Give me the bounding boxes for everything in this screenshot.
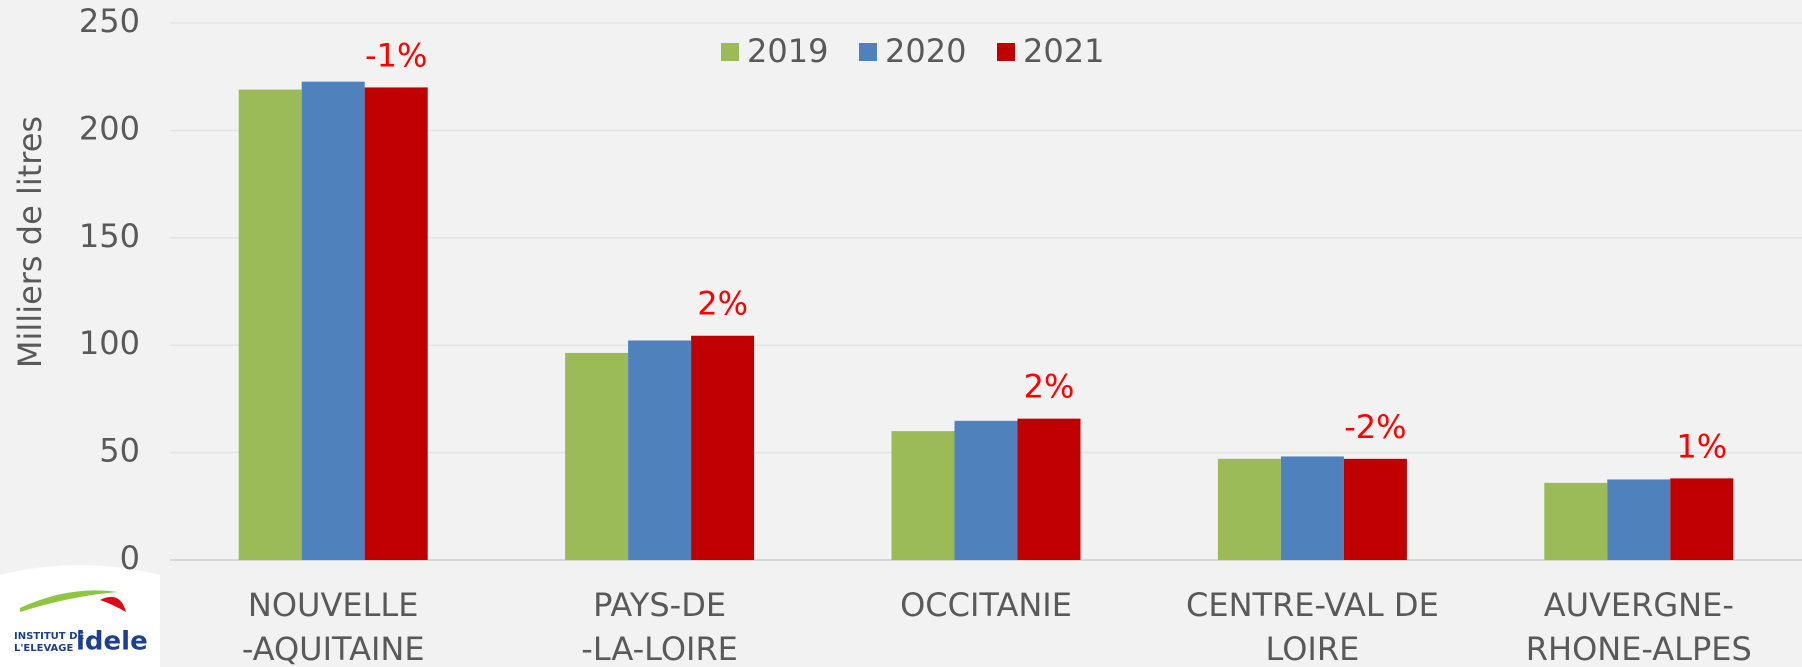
logo-text: L'ELEVAGE [14, 643, 73, 654]
x-tick-label: -LA-LOIRE [581, 630, 738, 667]
logo-bg [0, 565, 160, 667]
logo: INSTITUT DE L'ELEVAGE idele [0, 565, 160, 667]
bar [1343, 458, 1407, 560]
y-tick-label: 50 [99, 432, 140, 470]
x-tick-label: PAYS-DE [593, 586, 726, 624]
y-tick-label: 0 [120, 539, 140, 577]
bar [1670, 478, 1734, 560]
x-tick-label: OCCITANIE [900, 586, 1072, 624]
x-tick-label: AUVERGNE- [1544, 586, 1734, 624]
y-axis-label: Milliers de litres [11, 116, 49, 368]
logo-text: INSTITUT DE [14, 631, 84, 642]
bar [238, 89, 302, 560]
x-tick-label: -AQUITAINE [242, 630, 425, 667]
y-tick-label: 150 [79, 217, 140, 255]
bar [891, 431, 955, 560]
annotation: -2% [1344, 408, 1406, 446]
logo-swoosh [20, 590, 118, 612]
annotation: -1% [365, 36, 427, 74]
legend-swatch [721, 43, 739, 61]
bar [301, 81, 365, 560]
bar [565, 352, 629, 560]
y-tick-label: 200 [79, 109, 140, 147]
y-tick-label: 100 [79, 324, 140, 362]
annotation: 2% [1024, 368, 1075, 406]
annotation: 2% [697, 285, 748, 323]
x-tick-label: NOUVELLE [248, 586, 419, 624]
logo-swoosh [100, 596, 126, 612]
bar [1017, 418, 1081, 560]
legend-label: 2020 [885, 32, 966, 70]
x-tick-label: CENTRE-VAL DE [1186, 586, 1439, 624]
bar [364, 87, 428, 560]
x-tick-label: LOIRE [1266, 630, 1360, 667]
logo-brand: idele [76, 627, 148, 657]
bar [1544, 482, 1608, 560]
bar [954, 420, 1018, 560]
x-tick-label: RHONE-ALPES [1526, 630, 1752, 667]
bar [1217, 458, 1281, 560]
annotation: 1% [1676, 427, 1727, 465]
legend-swatch [859, 43, 877, 61]
bar [1607, 479, 1671, 560]
bar [1280, 456, 1344, 560]
bar [691, 335, 755, 560]
bar [628, 340, 692, 560]
legend-label: 2021 [1023, 32, 1104, 70]
legend-label: 2019 [747, 32, 828, 70]
y-tick-label: 250 [79, 2, 140, 40]
legend-swatch [997, 43, 1015, 61]
